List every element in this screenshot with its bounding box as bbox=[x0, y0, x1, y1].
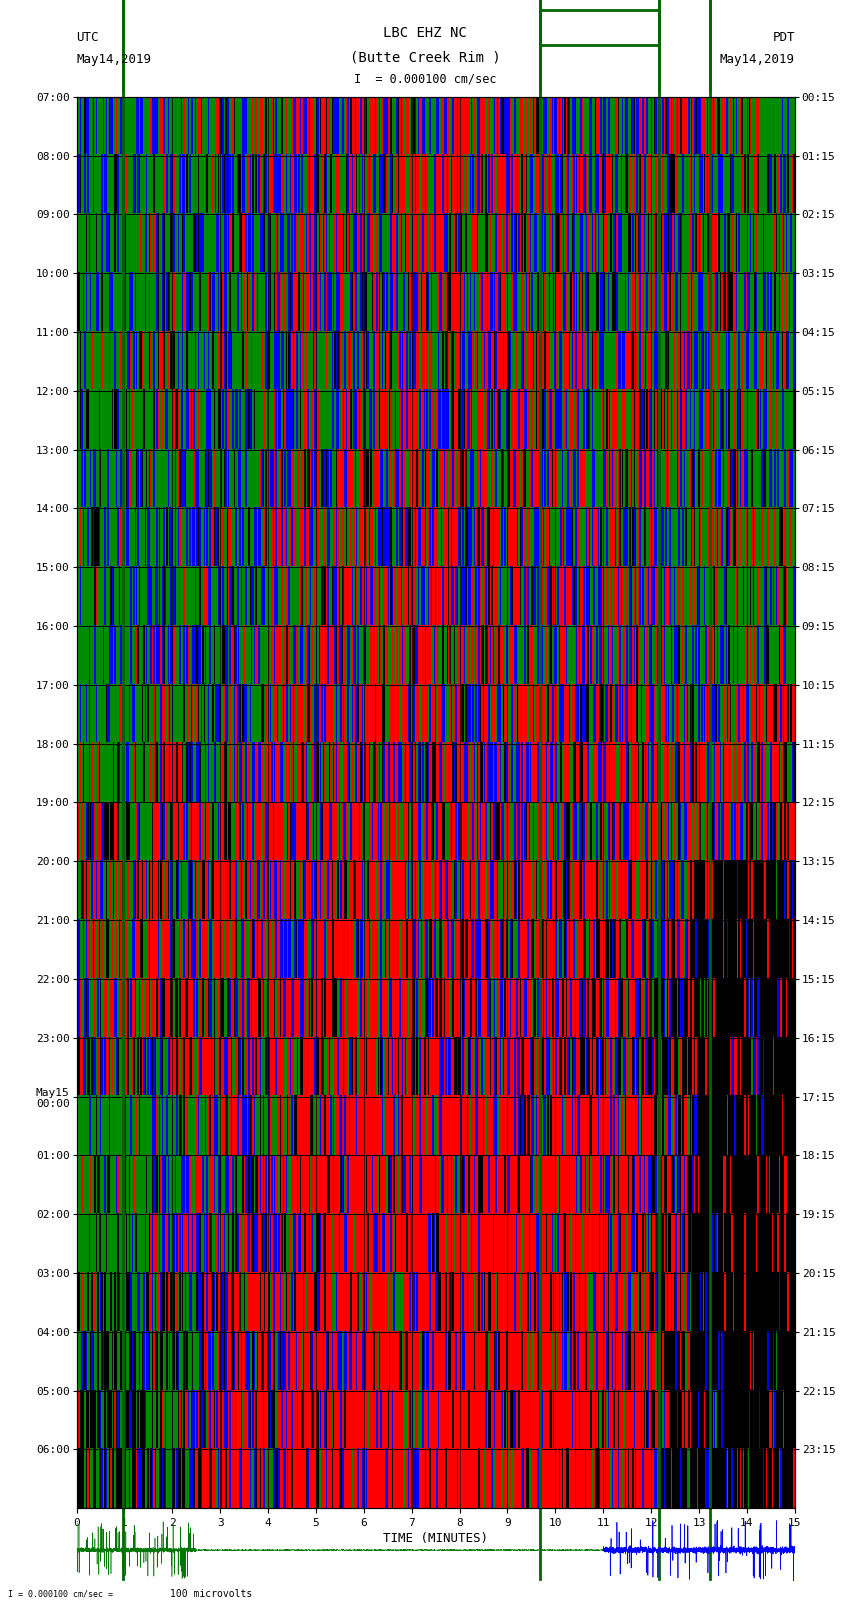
Text: I = 0.000100 cm/sec =: I = 0.000100 cm/sec = bbox=[8, 1589, 118, 1598]
Text: LBC EHZ NC: LBC EHZ NC bbox=[383, 26, 467, 40]
Text: May14,2019: May14,2019 bbox=[76, 53, 151, 66]
Text: PDT: PDT bbox=[773, 31, 795, 44]
X-axis label: TIME (MINUTES): TIME (MINUTES) bbox=[383, 1532, 488, 1545]
Text: May14,2019: May14,2019 bbox=[720, 53, 795, 66]
Text: (Butte Creek Rim ): (Butte Creek Rim ) bbox=[349, 50, 501, 65]
Text: UTC: UTC bbox=[76, 31, 99, 44]
Text: 100 microvolts: 100 microvolts bbox=[170, 1589, 252, 1598]
Text: I  = 0.000100 cm/sec: I = 0.000100 cm/sec bbox=[354, 73, 496, 85]
